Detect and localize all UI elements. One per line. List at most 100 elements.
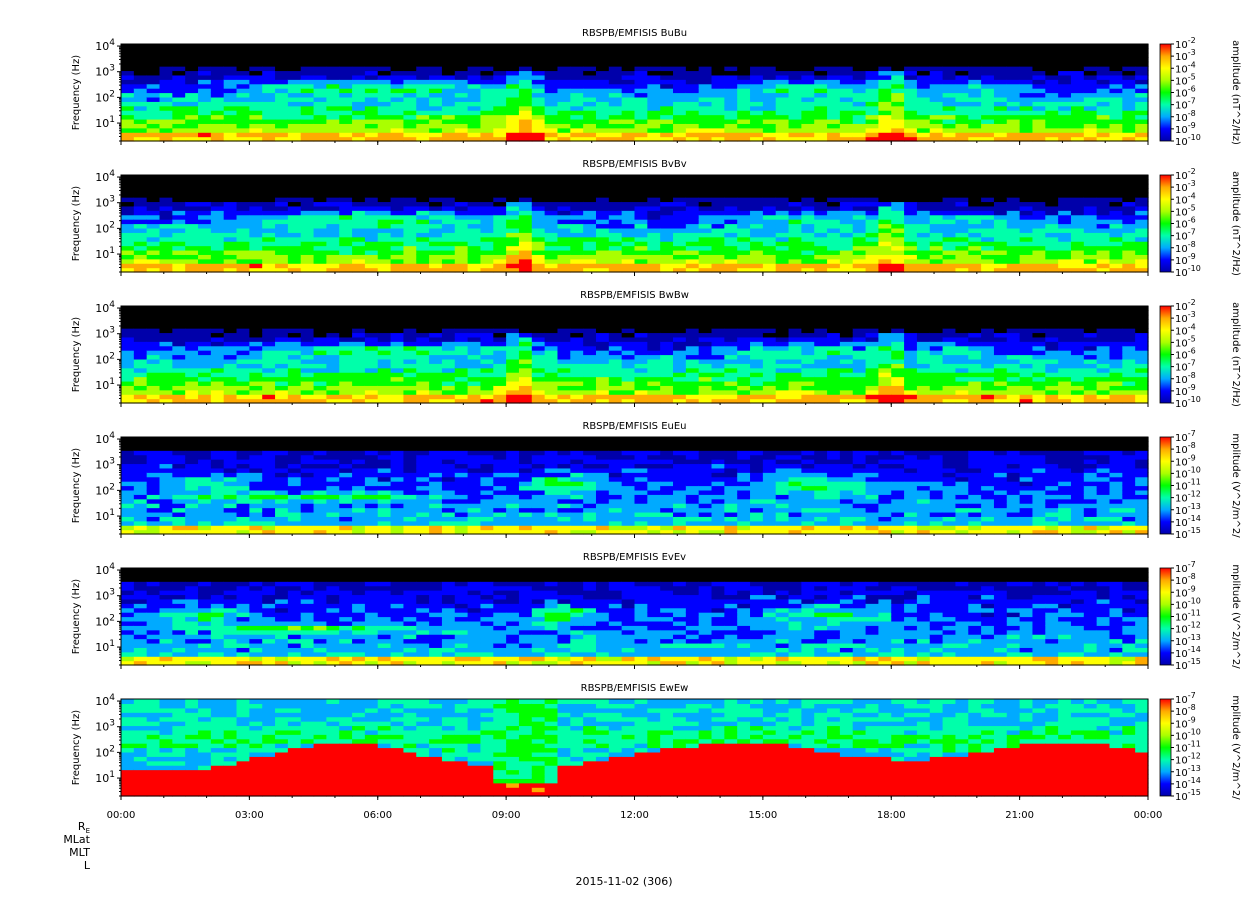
spectrogram-cell xyxy=(275,323,289,329)
spectrogram-cell xyxy=(750,372,764,378)
spectrogram-cell xyxy=(377,197,392,203)
spectrogram-cell xyxy=(711,136,725,142)
spectrogram-cell xyxy=(210,345,225,351)
spectrogram-cell xyxy=(827,57,841,63)
spectrogram-cell xyxy=(608,105,623,111)
spectrogram-cell xyxy=(788,188,802,194)
spectrogram-cell xyxy=(441,123,456,129)
spectrogram-cell xyxy=(121,83,135,89)
spectrogram-cell xyxy=(236,245,250,251)
spectrogram-cell xyxy=(146,214,161,220)
spectrogram-cell xyxy=(801,105,815,111)
spectrogram-cell xyxy=(313,236,327,242)
spectrogram-cell xyxy=(1006,74,1021,80)
spectrogram-cell xyxy=(185,249,199,255)
spectrogram-cell xyxy=(583,394,597,400)
spectrogram-cell xyxy=(608,74,623,80)
spectrogram-cell xyxy=(788,179,802,185)
spectrogram-cell xyxy=(1083,249,1098,255)
spectrogram-cell xyxy=(441,136,456,142)
spectrogram-cell xyxy=(557,188,571,194)
spectrogram-cell xyxy=(660,254,674,260)
spectrogram-cell xyxy=(595,118,610,124)
spectrogram-cell xyxy=(416,175,430,181)
spectrogram-cell xyxy=(724,258,738,264)
spectrogram-cell xyxy=(827,96,841,102)
spectrogram-cell xyxy=(621,306,636,312)
spectrogram-cell xyxy=(121,219,135,225)
spectrogram-cell xyxy=(698,354,713,360)
spectrogram-cell xyxy=(198,70,212,76)
spectrogram-cell xyxy=(377,214,392,220)
spectrogram-cell xyxy=(788,210,802,216)
spectrogram-cell xyxy=(441,354,456,360)
spectrogram-cell xyxy=(583,114,597,120)
spectrogram-cell xyxy=(262,48,276,54)
spectrogram-cell xyxy=(467,66,482,72)
spectrogram-cell xyxy=(454,314,469,320)
spectrogram-cell xyxy=(685,175,700,181)
spectrogram-cell xyxy=(480,179,494,185)
spectrogram-cell xyxy=(262,394,276,400)
spectrogram-cell xyxy=(852,70,867,76)
spectrogram-cell xyxy=(172,61,186,67)
spectrogram-cell xyxy=(429,192,443,198)
spectrogram-cell xyxy=(750,61,764,67)
spectrogram-cell xyxy=(993,114,1008,120)
spectrogram-cell xyxy=(249,319,263,325)
spectrogram-cell xyxy=(531,132,546,138)
spectrogram-cell xyxy=(159,227,173,233)
spectrogram-cell xyxy=(223,127,238,133)
spectrogram-cell xyxy=(1070,263,1085,269)
spectrogram-cell xyxy=(1109,183,1123,189)
spectrogram-cell xyxy=(698,314,713,320)
spectrogram-cell xyxy=(339,127,353,133)
spectrogram-cell xyxy=(416,319,430,325)
spectrogram-cell xyxy=(1006,179,1021,185)
spectrogram-cell xyxy=(762,179,777,185)
spectrogram-cell xyxy=(904,175,918,181)
spectrogram-cell xyxy=(685,241,700,247)
spectrogram-cell xyxy=(814,132,828,138)
spectrogram-cell xyxy=(737,254,751,260)
spectrogram-cell xyxy=(724,88,738,94)
spectrogram-cell xyxy=(223,328,238,334)
spectrogram-cell xyxy=(775,96,790,102)
spectrogram-cell xyxy=(557,258,571,264)
spectrogram-cell xyxy=(1109,110,1123,116)
spectrogram-cell xyxy=(185,345,199,351)
spectrogram-cell xyxy=(480,219,494,225)
spectrogram-cell xyxy=(904,183,918,189)
spectrogram-cell xyxy=(544,114,559,120)
spectrogram-cell xyxy=(506,363,520,369)
spectrogram-cell xyxy=(852,183,867,189)
spectrogram-cell xyxy=(249,227,263,233)
spectrogram-cell xyxy=(300,44,315,50)
spectrogram-cell xyxy=(506,57,520,63)
spectrogram-cell xyxy=(698,52,713,58)
spectrogram-cell xyxy=(429,132,443,138)
spectrogram-cell xyxy=(326,363,340,369)
spectrogram-cell xyxy=(416,114,430,120)
spectrogram-cell xyxy=(660,372,674,378)
spectrogram-cell xyxy=(416,328,430,334)
spectrogram-cell xyxy=(1096,118,1111,124)
spectrogram-cell xyxy=(390,79,405,85)
spectrogram-cell xyxy=(737,123,751,129)
spectrogram-cell xyxy=(929,66,944,72)
spectrogram-cell xyxy=(801,101,815,107)
spectrogram-cell xyxy=(647,79,661,85)
spectrogram-cell xyxy=(775,389,790,395)
spectrogram-cell xyxy=(159,201,173,207)
spectrogram-cell xyxy=(416,210,430,216)
spectrogram-cell xyxy=(673,267,687,273)
spectrogram-cell xyxy=(634,210,648,216)
spectrogram-cell xyxy=(146,114,161,120)
spectrogram-cell xyxy=(852,201,867,207)
spectrogram-cell xyxy=(685,227,700,233)
spectrogram-cell xyxy=(133,105,148,111)
spectrogram-cell xyxy=(1045,105,1059,111)
panel-title: RBSPB/EMFISIS BuBu xyxy=(582,28,687,39)
spectrogram-cell xyxy=(775,241,790,247)
spectrogram-cell xyxy=(583,332,597,338)
